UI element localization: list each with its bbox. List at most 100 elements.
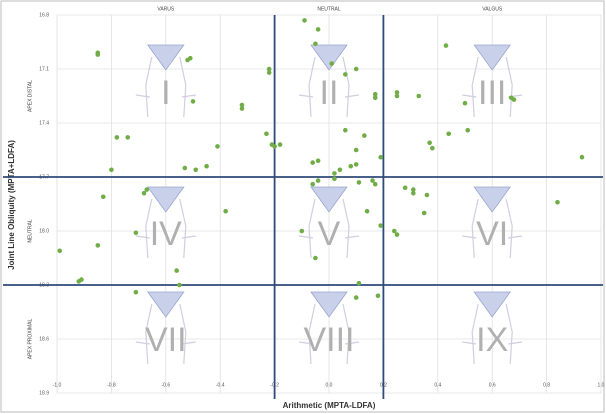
x-tick-label: 1.0 bbox=[598, 382, 605, 388]
data-point bbox=[403, 186, 408, 191]
data-point bbox=[109, 168, 114, 173]
data-point bbox=[316, 178, 321, 183]
x-tick-label: 0.4 bbox=[434, 382, 441, 388]
data-point bbox=[310, 182, 315, 187]
zone-label: VII bbox=[145, 321, 187, 359]
x-tick-label: -0.4 bbox=[216, 382, 225, 388]
data-point bbox=[580, 155, 585, 160]
data-point bbox=[125, 135, 130, 140]
data-point bbox=[365, 209, 370, 214]
data-point bbox=[343, 128, 348, 133]
column-label: NEUTRAL bbox=[317, 6, 341, 12]
data-point bbox=[376, 294, 381, 299]
data-point bbox=[357, 180, 362, 185]
data-point bbox=[425, 193, 430, 198]
y-tick-label: 18.9 bbox=[39, 390, 49, 396]
data-point bbox=[278, 142, 283, 147]
data-point bbox=[134, 290, 139, 295]
x-tick-label: 0.8 bbox=[543, 382, 550, 388]
data-point bbox=[378, 155, 383, 160]
data-point bbox=[215, 144, 220, 149]
data-point bbox=[465, 128, 470, 133]
data-point bbox=[174, 268, 179, 273]
data-point bbox=[354, 295, 359, 300]
x-tick-label: -1.0 bbox=[53, 382, 62, 388]
data-point bbox=[316, 27, 321, 32]
zone-label: VIII bbox=[303, 321, 354, 359]
data-point bbox=[338, 168, 343, 173]
data-point bbox=[144, 187, 149, 192]
data-point bbox=[302, 18, 307, 23]
column-label: VALGUS bbox=[482, 6, 503, 12]
x-tick-label: 0.0 bbox=[326, 382, 333, 388]
zone-label: I bbox=[161, 74, 170, 112]
row-label: NEUTRAL bbox=[27, 219, 33, 243]
data-point bbox=[101, 195, 106, 200]
data-point bbox=[555, 200, 560, 205]
data-point bbox=[177, 283, 182, 288]
y-tick-label: 18.6 bbox=[39, 336, 49, 342]
data-point bbox=[416, 94, 421, 99]
column-label: VARUS bbox=[157, 6, 175, 12]
y-tick-label: 17.4 bbox=[39, 120, 49, 126]
data-point bbox=[96, 243, 101, 248]
zone-label: IV bbox=[150, 215, 182, 253]
data-point bbox=[223, 209, 228, 214]
y-tick-label: 16.8 bbox=[39, 12, 49, 18]
data-point bbox=[357, 281, 362, 286]
x-axis-title: Arithmetic (MPTA-LDFA) bbox=[283, 401, 376, 410]
data-point bbox=[310, 160, 315, 165]
data-point bbox=[348, 164, 353, 169]
data-point bbox=[96, 52, 101, 57]
data-point bbox=[411, 191, 416, 196]
data-point bbox=[512, 97, 517, 102]
row-label: APEX DISTAL bbox=[27, 80, 33, 112]
data-point bbox=[373, 182, 378, 187]
x-tick-label: -0.8 bbox=[107, 382, 116, 388]
data-point bbox=[446, 132, 451, 137]
zone-label: V bbox=[318, 215, 341, 253]
data-point bbox=[354, 67, 359, 72]
data-point bbox=[329, 61, 334, 66]
zone-label: VI bbox=[476, 215, 508, 253]
data-point bbox=[313, 256, 318, 261]
data-point bbox=[267, 70, 272, 75]
x-tick-label: 0.6 bbox=[489, 382, 496, 388]
data-point bbox=[395, 232, 400, 237]
zone-label: III bbox=[478, 74, 506, 112]
data-point bbox=[79, 277, 84, 282]
y-tick-label: 17.1 bbox=[39, 66, 49, 72]
x-tick-label: -0.6 bbox=[161, 382, 170, 388]
data-point bbox=[378, 223, 383, 228]
zone-label: IX bbox=[476, 321, 508, 359]
data-point bbox=[264, 132, 269, 137]
data-point bbox=[193, 168, 198, 173]
y-axis-title: Joint Line Obliquity (MPTA+LDFA) bbox=[7, 140, 16, 270]
data-point bbox=[332, 177, 337, 182]
data-point bbox=[332, 171, 337, 176]
data-point bbox=[272, 144, 277, 149]
data-point bbox=[191, 99, 196, 104]
data-point bbox=[354, 148, 359, 153]
data-point bbox=[115, 135, 120, 140]
chart: Arithmetic (MPTA-LDFA) Joint Line Obliqu… bbox=[0, 0, 606, 414]
data-point bbox=[362, 133, 367, 138]
data-point bbox=[373, 96, 378, 101]
zone-label: II bbox=[320, 74, 339, 112]
data-point bbox=[395, 94, 400, 99]
data-point bbox=[204, 164, 209, 169]
data-point bbox=[343, 72, 348, 77]
row-label: APEX PROXIMAL bbox=[27, 319, 33, 360]
data-point bbox=[134, 231, 139, 236]
data-point bbox=[354, 162, 359, 167]
data-point bbox=[183, 166, 188, 171]
y-tick-label: 18.0 bbox=[39, 228, 49, 234]
data-point bbox=[185, 58, 190, 63]
page: Arithmetic (MPTA-LDFA) Joint Line Obliqu… bbox=[0, 0, 606, 414]
data-point bbox=[444, 43, 449, 48]
data-point bbox=[463, 101, 468, 106]
data-point bbox=[316, 159, 321, 164]
data-point bbox=[313, 42, 318, 47]
data-point bbox=[427, 141, 432, 146]
data-point bbox=[300, 229, 305, 234]
